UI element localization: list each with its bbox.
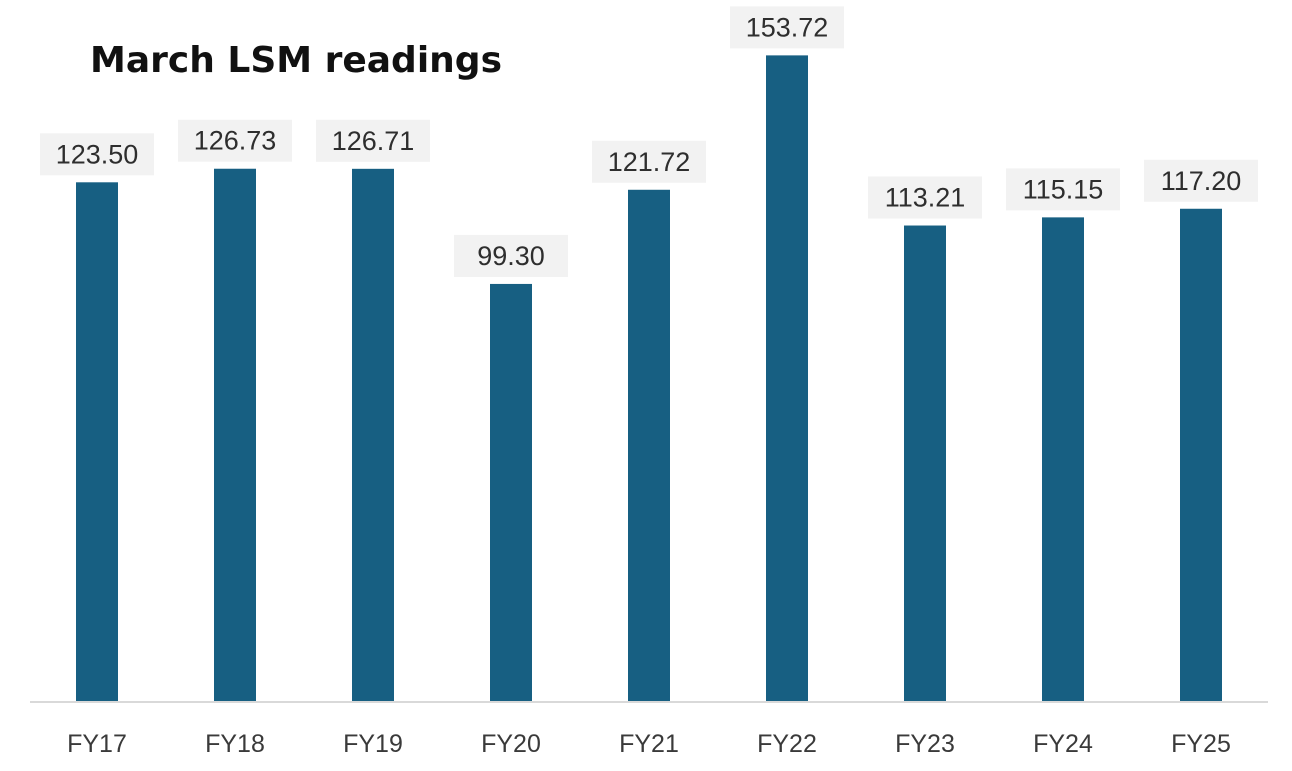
data-label-box [592,140,706,183]
data-label: 126.73 [194,126,277,156]
bar-fy20 [490,283,532,701]
labels-layer: 123.50 126.73 126.71 99.30 121.72 153.72 113.2… [40,6,1258,277]
bar-fy24 [1042,217,1084,701]
x-tick-label: FY21 [619,730,679,758]
data-label: 113.21 [885,183,966,213]
x-tick-label: FY20 [481,730,541,758]
ticks-layer: FY17 FY18 FY19 FY20 FY21 FY22 FY23 FY24 FY25 [67,730,1231,758]
data-label-box [730,6,844,49]
data-label: 99.30 [477,241,545,271]
data-label-box [316,119,430,162]
x-tick-label: FY18 [205,730,265,758]
bar-fy17 [76,182,118,702]
data-label: 115.15 [1023,174,1104,204]
data-label-box [1006,168,1120,211]
data-label: 121.72 [608,147,691,177]
data-label: 117.20 [1161,166,1242,196]
bar-fy25 [1180,208,1222,701]
data-label: 123.50 [56,139,139,169]
x-tick-label: FY19 [343,730,403,758]
x-tick-label: FY22 [757,730,817,758]
bar-fy18 [214,168,256,701]
data-label: 126.71 [332,126,415,156]
data-label: 153.72 [746,12,829,42]
x-tick-label: FY17 [67,730,127,758]
x-tick-label: FY23 [895,730,955,758]
x-tick-label: FY25 [1171,730,1231,758]
x-tick-label: FY24 [1033,730,1093,758]
bar-fy21 [628,189,670,701]
bar-fy22 [766,55,808,702]
data-label-box [178,119,292,162]
data-label-box [40,133,154,176]
data-label-box [1144,159,1258,202]
bars-layer [76,55,1222,702]
chart-title: March LSM readings [90,40,502,81]
bar-fy19 [352,168,394,701]
data-label-box [454,234,568,277]
data-label-box [868,176,982,219]
bar-fy23 [904,225,946,701]
